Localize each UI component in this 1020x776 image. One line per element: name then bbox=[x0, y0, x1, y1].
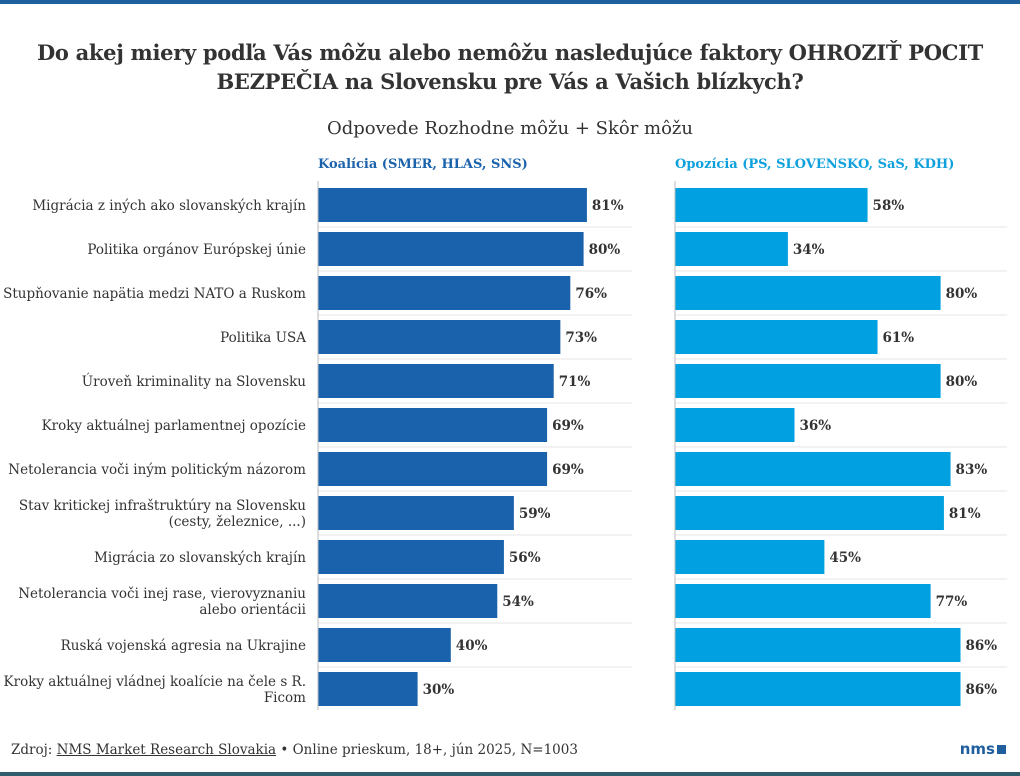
bar-coalition bbox=[318, 496, 514, 530]
bar-coalition bbox=[318, 320, 561, 354]
data-label: 76% bbox=[575, 286, 607, 302]
category-label: Kroky aktuálnej vládnej koalície na čele… bbox=[4, 674, 307, 706]
source-link[interactable]: NMS Market Research Slovakia bbox=[56, 742, 277, 758]
category-label-line: Netolerancia voči iným politickým názoro… bbox=[8, 462, 306, 478]
category-label-line: (cesty, železnice, ...) bbox=[169, 514, 306, 530]
category-label-line: Stupňovanie napätia medzi NATO a Ruskom bbox=[3, 286, 306, 302]
data-label: 56% bbox=[509, 550, 541, 566]
bar-opposition bbox=[675, 584, 931, 618]
bar-opposition bbox=[675, 320, 878, 354]
chart-subtitle: Odpovede Rozhodne môžu + Skôr môžu bbox=[326, 118, 694, 139]
logo-square bbox=[997, 745, 1006, 754]
data-label: 45% bbox=[829, 550, 861, 566]
bar-coalition bbox=[318, 232, 584, 266]
source-details: • Online prieskum, 18+, jún 2025, N=1003 bbox=[276, 742, 578, 758]
data-label: 86% bbox=[966, 682, 998, 698]
bottom-accent-bar bbox=[0, 772, 1020, 776]
category-label: Ruská vojenská agresia na Ukrajine bbox=[61, 638, 306, 654]
title-line-1: Do akej miery podľa Vás môžu alebo nemôž… bbox=[36, 40, 983, 65]
category-label-line: Politika USA bbox=[220, 330, 306, 346]
category-label: Stav kritickej infraštruktúry na Slovens… bbox=[19, 498, 306, 530]
category-label-line: Úroveň kriminality na Slovensku bbox=[82, 373, 306, 390]
data-label: 80% bbox=[589, 242, 621, 258]
category-label-line: alebo orientácii bbox=[199, 602, 306, 618]
data-label: 69% bbox=[552, 462, 584, 478]
source-prefix: Zdroj: bbox=[11, 742, 57, 758]
data-label: 36% bbox=[800, 418, 832, 434]
category-label-line: Stav kritickej infraštruktúry na Slovens… bbox=[19, 498, 306, 514]
bar-coalition bbox=[318, 672, 418, 706]
category-label-line: Kroky aktuálnej parlamentnej opozície bbox=[42, 418, 306, 434]
footer-source: Zdroj: NMS Market Research Slovakia • On… bbox=[11, 742, 578, 758]
data-label: 69% bbox=[552, 418, 584, 434]
bar-coalition bbox=[318, 188, 587, 222]
panel-title-coalition: Koalícia (SMER, HLAS, SNS) bbox=[318, 157, 528, 172]
data-label: 30% bbox=[423, 682, 455, 698]
category-label: Netolerancia voči iným politickým názoro… bbox=[8, 462, 306, 478]
bar-opposition bbox=[675, 364, 941, 398]
data-label: 59% bbox=[519, 506, 551, 522]
data-label: 86% bbox=[966, 638, 998, 654]
data-label: 80% bbox=[946, 286, 978, 302]
bar-opposition bbox=[675, 232, 788, 266]
bar-coalition bbox=[318, 540, 504, 574]
data-label: 73% bbox=[565, 330, 597, 346]
category-label: Netolerancia voči inej rase, vierovyznan… bbox=[18, 586, 306, 618]
category-label-line: Ficom bbox=[264, 690, 306, 706]
top-accent-bar bbox=[0, 0, 1020, 4]
bar-opposition bbox=[675, 408, 795, 442]
title-line-2: BEZPEČIA na Slovensku pre Vás a Vašich b… bbox=[216, 69, 804, 94]
chart-title: Do akej miery podľa Vás môžu alebo nemôž… bbox=[0, 38, 1020, 96]
data-label: 40% bbox=[456, 638, 488, 654]
category-label-line: Migrácia z iných ako slovanských krajín bbox=[32, 198, 306, 214]
bar-coalition bbox=[318, 452, 548, 486]
bar-opposition bbox=[675, 276, 941, 310]
category-label-line: Ruská vojenská agresia na Ukrajine bbox=[61, 638, 306, 654]
category-label-line: Kroky aktuálnej vládnej koalície na čele… bbox=[4, 674, 306, 690]
panel-title-opposition: Opozícia (PS, SLOVENSKO, SaS, KDH) bbox=[675, 157, 955, 172]
bar-coalition bbox=[318, 364, 554, 398]
data-label: 80% bbox=[946, 374, 978, 390]
category-label: Úroveň kriminality na Slovensku bbox=[82, 373, 306, 390]
bar-opposition bbox=[675, 672, 961, 706]
bar-opposition bbox=[675, 452, 951, 486]
bar-coalition bbox=[318, 628, 451, 662]
category-label: Stupňovanie napätia medzi NATO a Ruskom bbox=[3, 286, 306, 302]
data-label: 81% bbox=[592, 198, 624, 214]
nms-logo: nms bbox=[960, 740, 1006, 758]
category-label: Migrácia z iných ako slovanských krajín bbox=[32, 198, 306, 214]
bar-opposition bbox=[675, 188, 868, 222]
data-label: 83% bbox=[956, 462, 988, 478]
category-label: Kroky aktuálnej parlamentnej opozície bbox=[42, 418, 306, 434]
category-label: Politika USA bbox=[220, 330, 306, 346]
bar-coalition bbox=[318, 276, 571, 310]
category-label-line: Netolerancia voči inej rase, vierovyznan… bbox=[18, 586, 306, 602]
data-label: 81% bbox=[949, 506, 981, 522]
bar-opposition bbox=[675, 628, 961, 662]
category-label-line: Politika orgánov Európskej únie bbox=[87, 242, 306, 258]
category-label-line: Migrácia zo slovanských krajín bbox=[94, 550, 306, 566]
bar-coalition bbox=[318, 408, 548, 442]
data-label: 54% bbox=[502, 594, 534, 610]
data-label: 77% bbox=[936, 594, 968, 610]
bar-coalition bbox=[318, 584, 498, 618]
bar-opposition bbox=[675, 540, 825, 574]
data-label: 61% bbox=[883, 330, 915, 346]
category-label: Migrácia zo slovanských krajín bbox=[94, 550, 306, 566]
logo-text: nms bbox=[959, 740, 995, 758]
category-label: Politika orgánov Európskej únie bbox=[87, 242, 306, 258]
data-label: 58% bbox=[873, 198, 905, 214]
bar-opposition bbox=[675, 496, 944, 530]
data-label: 34% bbox=[793, 242, 825, 258]
data-label: 71% bbox=[559, 374, 591, 390]
